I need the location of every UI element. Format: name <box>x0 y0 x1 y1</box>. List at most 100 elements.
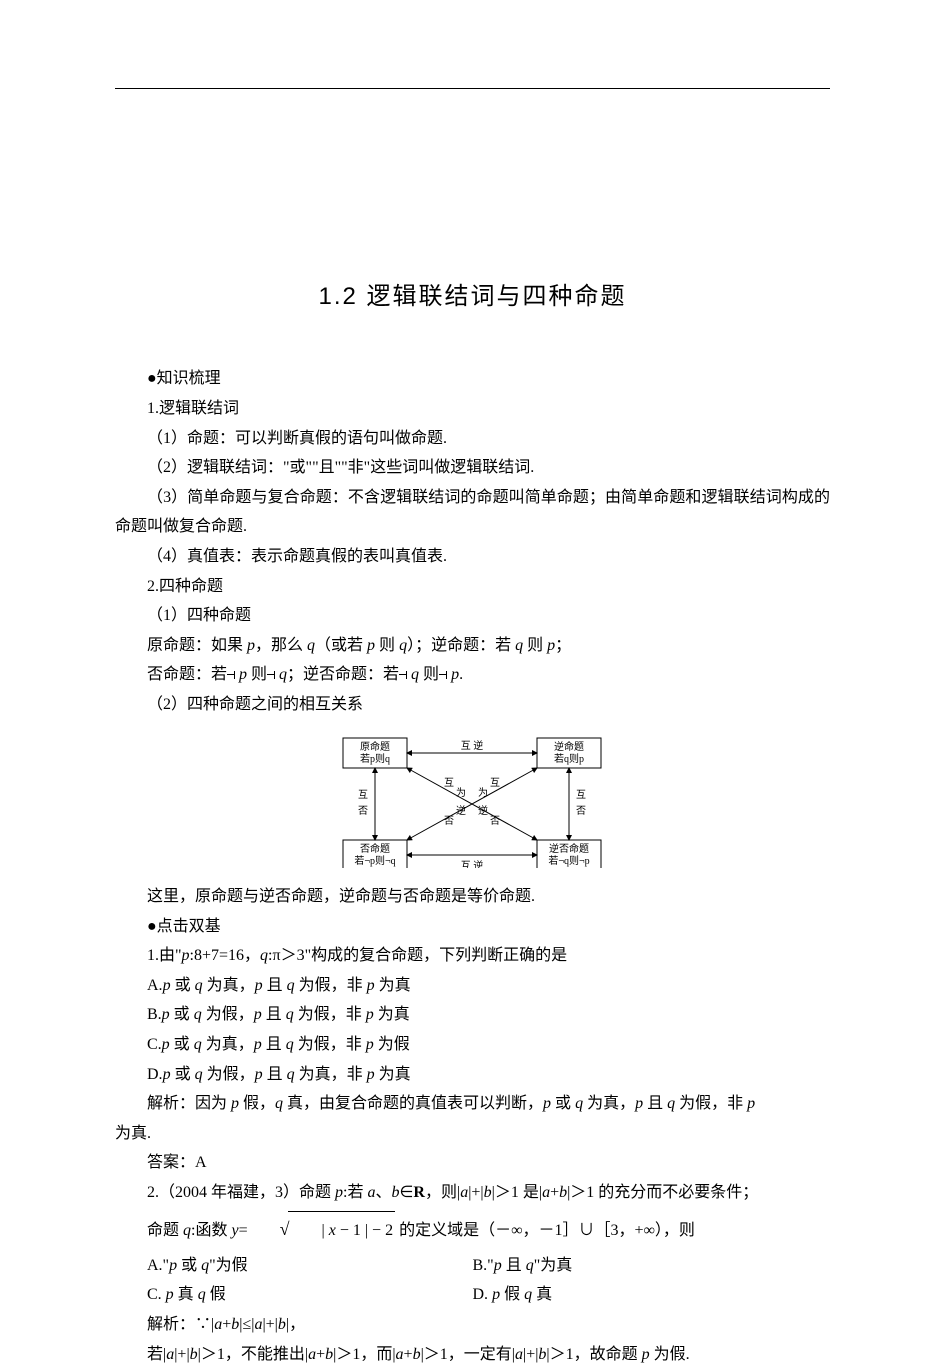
var-q: q <box>286 1036 294 1053</box>
var-a: a <box>515 1346 523 1363</box>
svg-text:互: 互 <box>444 777 454 789</box>
text: 假， <box>239 1095 275 1112</box>
var-p: p <box>642 1346 650 1363</box>
text: 解析：因为 <box>147 1095 231 1112</box>
text: ）；逆命题：若 <box>407 637 515 654</box>
text: 或 <box>177 1257 201 1274</box>
relation-diagram: 原命题若p则q逆命题若q则p否命题若¬p则¬q逆否命题若¬q则¬p互 逆互 逆互… <box>115 728 830 879</box>
text: C. <box>147 1286 166 1303</box>
var-q: q <box>183 1222 191 1239</box>
text: 为真， <box>202 1036 254 1053</box>
text: B." <box>473 1257 494 1274</box>
text: 真 <box>174 1286 198 1303</box>
svg-text:若¬q则¬p: 若¬q则¬p <box>548 854 589 867</box>
svg-text:逆否命题: 逆否命题 <box>549 842 589 855</box>
para-8: （2）四种命题之间的相互关系 <box>115 690 830 720</box>
text: C. <box>147 1036 162 1053</box>
text: |+| <box>523 1346 538 1363</box>
var-p: p <box>335 1184 343 1201</box>
text: :函数 <box>191 1222 231 1239</box>
var-b: b <box>538 1346 546 1363</box>
question-2-part2: 命题 q:函数 y=√| x − 1 | − 2 的定义域是（－∞，－1］∪［3… <box>115 1208 830 1251</box>
var-q: q <box>195 1066 203 1083</box>
svg-text:若¬p则¬q: 若¬p则¬q <box>354 854 395 867</box>
var-p: p <box>166 1286 174 1303</box>
para-3: （3）简单命题与复合命题：不含逻辑联结词的命题叫简单命题；由简单命题和逻辑联结词… <box>115 483 830 542</box>
section-heading-2: ●点击双基 <box>115 912 830 942</box>
text: 为假， <box>202 1006 254 1023</box>
var-p: p <box>367 1066 375 1083</box>
var-x: x <box>329 1222 336 1239</box>
text: 或 <box>551 1095 575 1112</box>
text: 为真， <box>203 977 255 994</box>
var-p: p <box>451 666 459 683</box>
text: 命题 <box>147 1222 183 1239</box>
subheading-1: 1.逻辑联结词 <box>115 394 830 424</box>
svg-text:互: 互 <box>358 789 368 801</box>
var-q: q <box>195 977 203 994</box>
var-q: q <box>411 666 419 683</box>
var-p: p <box>255 977 263 994</box>
svg-text:逆: 逆 <box>478 804 488 817</box>
text: 或 <box>170 1036 194 1053</box>
text: A. <box>147 977 163 994</box>
text: 为真 <box>375 1066 411 1083</box>
text: = <box>239 1222 248 1239</box>
text: 且 <box>262 1006 286 1023</box>
var-p: p <box>254 1006 262 1023</box>
text: :若 <box>343 1184 367 1201</box>
text: 原命题：如果 <box>147 637 247 654</box>
svg-text:否: 否 <box>576 805 586 817</box>
text: （或若 <box>315 637 367 654</box>
var-a: a <box>396 1346 404 1363</box>
text: + <box>316 1346 325 1363</box>
text: |， <box>286 1316 305 1333</box>
text: |＞1 的充分而不必要条件； <box>567 1184 758 1201</box>
text: :π＞3"构成的复合命题，下列判断正确的是 <box>268 947 567 964</box>
svg-text:逆命题: 逆命题 <box>554 740 584 753</box>
text: 则 <box>523 637 547 654</box>
text: 为假 <box>374 1036 410 1053</box>
svg-text:互 逆: 互 逆 <box>460 739 483 752</box>
text: 则 <box>375 637 399 654</box>
var-p: p <box>182 947 190 964</box>
text: D. <box>473 1286 493 1303</box>
var-p: p <box>163 977 171 994</box>
text: 为假， <box>203 1066 255 1083</box>
var-p: p <box>162 1006 170 1023</box>
var-q: q <box>667 1095 675 1112</box>
text: A." <box>147 1257 169 1274</box>
var-b: b <box>325 1346 333 1363</box>
para-4: （4）真值表：表示命题真假的表叫真值表. <box>115 542 830 572</box>
svg-text:若q则p: 若q则p <box>554 752 584 765</box>
svg-text:互: 互 <box>576 789 586 801</box>
sqrt-expression: √| x − 1 | − 2 <box>248 1208 395 1251</box>
var-q: q <box>287 1066 295 1083</box>
analysis-1: 解析：因为 p 假，q 真，由复合命题的真值表可以判断，p 或 q 为真，p 且… <box>115 1089 830 1119</box>
var-p: p <box>367 977 375 994</box>
text: |≤| <box>239 1316 254 1333</box>
var-p: p <box>231 1095 239 1112</box>
var-q: q <box>275 1095 283 1112</box>
var-b: b <box>278 1316 286 1333</box>
text: 或 <box>171 1066 195 1083</box>
text: 则 <box>247 666 267 683</box>
var-p: p <box>239 666 247 683</box>
section-heading-1: ●知识梳理 <box>115 364 830 394</box>
text: 或 <box>170 1006 194 1023</box>
var-p: p <box>366 1006 374 1023</box>
svg-text:否命题: 否命题 <box>360 842 390 855</box>
var-a: a <box>542 1184 550 1201</box>
svg-text:互 逆: 互 逆 <box>460 859 483 868</box>
text: |+| <box>468 1184 483 1201</box>
neg-icon <box>227 675 235 677</box>
svg-text:互: 互 <box>490 777 500 789</box>
text: 为真 <box>374 1006 410 1023</box>
text: | <box>322 1222 329 1239</box>
svg-text:为: 为 <box>478 787 488 799</box>
var-q: q <box>260 947 268 964</box>
text: . <box>459 666 463 683</box>
text: 且 <box>263 977 287 994</box>
var-q: q <box>194 1006 202 1023</box>
var-b: b <box>413 1346 421 1363</box>
